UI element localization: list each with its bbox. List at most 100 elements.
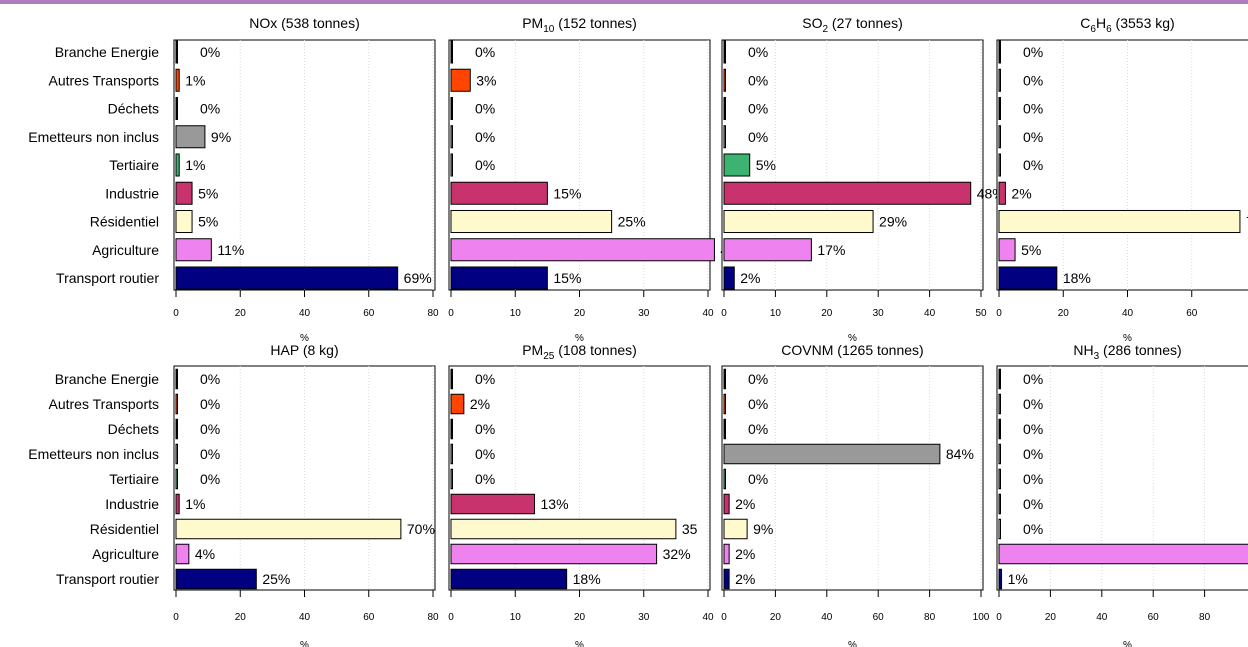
bar [998, 468, 1001, 490]
tick-label: 80 [1199, 612, 1211, 623]
category-label: Autres Transports [49, 396, 160, 412]
data-label: 15% [553, 185, 581, 201]
bar [450, 125, 453, 149]
tick-label: 30 [638, 612, 650, 623]
tick-label: 0 [996, 612, 1002, 623]
data-label: 5% [198, 214, 218, 230]
data-label: 84% [946, 446, 974, 462]
data-label: 0% [1023, 396, 1043, 412]
bar [998, 181, 1006, 205]
data-label: 2% [1011, 185, 1031, 201]
tick-label: 40 [821, 612, 833, 623]
category-label: Transport routier [56, 270, 159, 286]
tick-label: 40 [702, 308, 714, 319]
data-label: 5% [198, 185, 218, 201]
tick-label: 60 [1186, 308, 1198, 319]
data-label: 0% [1023, 44, 1043, 60]
category-label: Déchets [108, 421, 159, 437]
category-label: Agriculture [92, 546, 159, 562]
data-label: 18% [1063, 270, 1091, 286]
bar [723, 238, 812, 262]
bar [450, 266, 548, 290]
x-axis-title: % [848, 333, 857, 344]
bar [175, 68, 180, 92]
data-label: 0% [475, 421, 495, 437]
bar [175, 543, 190, 565]
bar [998, 153, 1001, 177]
tick-label: 10 [770, 308, 782, 319]
panel-title: NOx (538 tonnes) [249, 15, 360, 31]
data-label: 0% [748, 129, 768, 145]
panel-7: COVNM (1265 tonnes) 0% 0% 0% 84% 0% 2% 9% 2% 2% 0 2… [721, 342, 990, 647]
bar [450, 40, 453, 64]
bar [998, 68, 1001, 92]
tick-label: 10 [510, 308, 522, 319]
bar [450, 68, 471, 92]
bar [175, 153, 180, 177]
bar [723, 266, 735, 290]
x-axis-title: % [300, 333, 309, 344]
data-label: 0% [1023, 421, 1043, 437]
bar [175, 40, 178, 64]
data-label: 0% [475, 129, 495, 145]
category-label: Agriculture [92, 242, 159, 258]
tick-label: 20 [770, 612, 782, 623]
tick-label: 0 [448, 612, 454, 623]
tick-label: 30 [873, 308, 885, 319]
panel-5: HAP (8 kg) 0% 0% 0% 0% 0% 1% 70% 4% 25% 0 20 40 60 80%… [28, 342, 439, 647]
panel-title: SO2 (27 tonnes) [802, 15, 903, 35]
category-label: Résidentiel [90, 214, 159, 230]
data-label: 0% [1023, 157, 1043, 173]
bar [723, 40, 726, 64]
tick-label: 0 [721, 308, 727, 319]
bar [998, 125, 1001, 149]
bar [450, 181, 548, 205]
x-axis-title: % [848, 640, 857, 647]
data-label: 0% [748, 44, 768, 60]
bar [175, 518, 402, 540]
data-label: 0% [475, 471, 495, 487]
data-label: 32% [663, 546, 691, 562]
data-label: 69% [404, 270, 432, 286]
bar [175, 493, 180, 515]
data-label: 5% [756, 157, 776, 173]
window-top-border [0, 0, 1248, 4]
tick-label: 60 [873, 612, 885, 623]
panel-title: HAP (8 kg) [270, 342, 338, 358]
data-label: 0% [475, 371, 495, 387]
bar [723, 418, 726, 440]
data-label: 3% [476, 72, 496, 88]
panel-3: SO2 (27 tonnes)0%0%0%0%5%48%29%17%2%0 10 2… [721, 15, 1005, 344]
bar [450, 393, 465, 415]
data-label: 1% [185, 72, 205, 88]
tick-label: 0 [721, 612, 727, 623]
bar [175, 125, 206, 149]
bar [998, 393, 1001, 415]
category-label: Résidentiel [90, 521, 159, 537]
data-label: 25% [618, 214, 646, 230]
x-axis-title: % [575, 640, 584, 647]
bar [998, 493, 1001, 515]
tick-label: 80 [924, 612, 936, 623]
data-label: 1% [185, 157, 205, 173]
data-label: 0% [200, 396, 220, 412]
bar [723, 153, 751, 177]
category-label: Emetteurs non inclus [28, 129, 159, 145]
bar [450, 568, 568, 590]
data-label: 0% [748, 396, 768, 412]
bar [175, 468, 178, 490]
bar [998, 568, 1003, 590]
data-label: 0% [200, 421, 220, 437]
bar [175, 266, 399, 290]
tick-label: 0 [448, 308, 454, 319]
data-label: 5% [1021, 242, 1041, 258]
tick-label: 20 [821, 308, 833, 319]
x-axis-title: % [1123, 640, 1132, 647]
category-label: Déchets [108, 101, 159, 117]
data-label: 0% [748, 471, 768, 487]
panel-6: PM25 (108 tonnes) 0% 2% 0% 0% 0% 13% 35 32% 18% 0 1… [448, 342, 714, 647]
bar [175, 393, 178, 415]
plot-frame [996, 39, 1248, 291]
tick-label: 40 [299, 612, 311, 623]
panel-title: PM25 (108 tonnes) [522, 342, 637, 362]
